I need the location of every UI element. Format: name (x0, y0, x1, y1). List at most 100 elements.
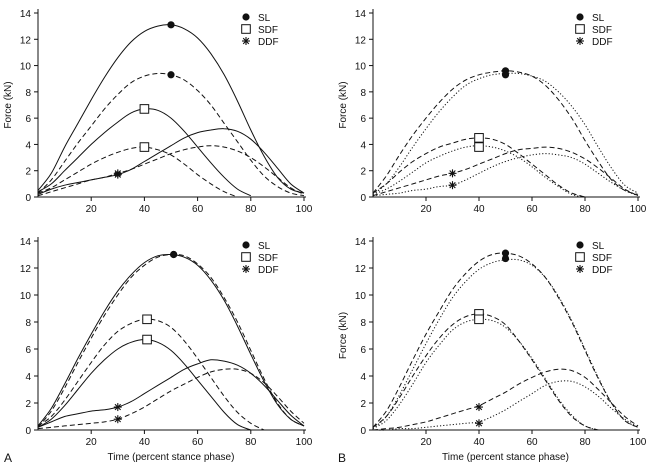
y-tick-label: 12 (355, 264, 367, 275)
marker-filled-circle-0 (167, 21, 175, 29)
x-tick-label: 80 (245, 437, 257, 448)
series-line-dashed-0 (372, 252, 639, 428)
marker-asterisk-5 (113, 415, 122, 424)
legend-marker-asterisk (242, 37, 250, 45)
x-tick-label: 60 (192, 204, 204, 215)
legend-label-sdf: SDF (592, 25, 612, 36)
series-line-dotted-1 (372, 258, 639, 429)
y-tick-label: 8 (360, 88, 366, 99)
series-line-dotted-3 (372, 145, 586, 198)
series-line-dashed-5 (37, 145, 305, 197)
y-tick-label: 10 (20, 291, 32, 302)
y-tick-label: 6 (25, 114, 31, 125)
legend-label-sdf: SDF (258, 253, 278, 264)
x-tick-label: 100 (630, 204, 647, 215)
x-tick-label: 60 (192, 437, 204, 448)
x-tick-label: 40 (139, 204, 151, 215)
y-tick-label: 12 (355, 35, 367, 46)
y-tick-label: 6 (360, 114, 366, 125)
marker-filled-circle-1 (170, 250, 178, 259)
series-line-dotted-5 (372, 380, 639, 431)
y-axis-label: Force (kN) (338, 312, 349, 359)
x-tick-label: 80 (579, 437, 591, 448)
series-line-solid-0 (37, 253, 305, 427)
series-line-dashed-4 (372, 368, 639, 431)
series-line-solid-2 (37, 108, 252, 197)
y-tick-label: 8 (25, 318, 31, 329)
y-tick-label: 0 (25, 193, 31, 204)
marker-open-square-3 (474, 314, 484, 325)
y-tick-label: 6 (360, 345, 366, 356)
series-line-solid-0 (37, 24, 305, 194)
marker-asterisk-4 (448, 169, 457, 178)
series-line-dotted-3 (372, 318, 599, 431)
legend-marker-open-square (241, 24, 251, 34)
marker-open-square-3 (139, 142, 150, 152)
marker-asterisk-4 (475, 403, 483, 412)
y-tick-label: 2 (360, 167, 366, 178)
marker-filled-circle-0 (501, 249, 510, 257)
y-tick-label: 2 (25, 167, 31, 178)
series-line-dashed-2 (372, 313, 599, 431)
marker-open-square-3 (474, 142, 484, 152)
series-line-dashed-1 (37, 72, 305, 197)
x-tick-label: 80 (245, 204, 257, 215)
series-line-solid-3 (37, 339, 251, 431)
legend-label-sdf: SDF (258, 25, 278, 36)
x-axis-label: Time (percent stance phase) (108, 452, 235, 463)
legend-label-sl: SL (258, 13, 271, 24)
y-tick-label: 4 (25, 140, 31, 151)
x-tick-label: 20 (420, 204, 432, 215)
marker-filled-circle-1 (501, 254, 510, 263)
y-tick-label: 8 (25, 88, 31, 99)
y-tick-label: 14 (355, 237, 367, 248)
y-tick-label: 4 (25, 372, 31, 383)
marker-filled-circle-1 (501, 71, 510, 79)
marker-asterisk-5 (113, 169, 122, 178)
marker-asterisk-5 (475, 419, 483, 428)
y-axis-label: Force (kN) (338, 81, 349, 128)
marker-open-square-2 (474, 133, 484, 143)
y-tick-label: 10 (20, 62, 32, 73)
x-tick-label: 100 (296, 204, 313, 215)
series-line-dashed-5 (37, 368, 305, 430)
x-tick-label: 40 (473, 437, 485, 448)
y-tick-label: 0 (25, 426, 31, 437)
y-tick-label: 4 (360, 140, 366, 151)
y-tick-label: 14 (20, 9, 32, 20)
legend-label-ddf: DDF (258, 265, 279, 276)
legend-marker-open-square (241, 252, 251, 262)
legend-marker-filled-circle (576, 13, 584, 21)
y-tick-label: 10 (355, 62, 367, 73)
legend-label-sl: SL (592, 13, 605, 24)
x-tick-label: 80 (579, 204, 591, 215)
legend-marker-asterisk (242, 265, 250, 273)
y-tick-label: 2 (25, 399, 31, 410)
marker-open-square-2 (142, 314, 152, 325)
legend-label-sdf: SDF (592, 253, 612, 264)
legend-label-sl: SL (592, 241, 605, 252)
legend-marker-filled-circle (242, 241, 250, 249)
x-tick-label: 20 (86, 204, 98, 215)
marker-open-square-3 (142, 334, 152, 345)
legend-marker-filled-circle (242, 13, 250, 21)
panel-a-bottom-chart: 0 2 4 6 8 10 12 14 20 40 60 80 100 Time (percent stan… (20, 237, 313, 463)
y-tick-label: 8 (360, 318, 366, 329)
legend-marker-asterisk (576, 37, 584, 45)
marker-open-square-2 (139, 104, 150, 114)
legend-marker-asterisk (576, 265, 584, 273)
y-tick-label: 4 (360, 372, 366, 383)
y-tick-label: 0 (360, 426, 366, 437)
series-line-dashed-0 (372, 70, 639, 195)
legend-marker-filled-circle (576, 241, 584, 249)
x-axis-label: Time (percent stance phase) (442, 452, 569, 463)
y-tick-label: 12 (20, 35, 32, 46)
series-line-dotted-5 (372, 153, 639, 197)
panel-b-bottom-chart: 0 2 4 6 8 10 12 14 20 40 60 80 100 Force (kN) Time (pe… (338, 237, 647, 463)
x-tick-label: 60 (526, 204, 538, 215)
